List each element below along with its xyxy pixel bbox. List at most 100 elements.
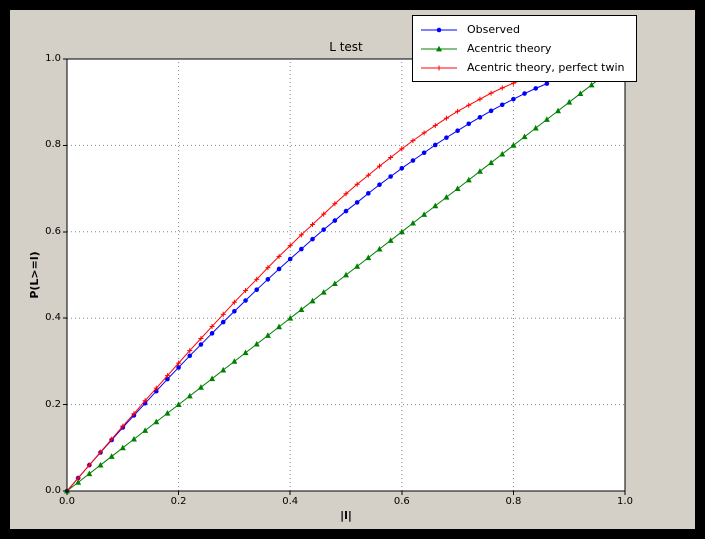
marker-triangle <box>488 159 495 166</box>
marker-triangle <box>130 435 137 442</box>
marker-circle <box>388 174 393 179</box>
marker-circle <box>165 376 170 382</box>
legend-label: Acentric theory, perfect twin <box>467 61 625 74</box>
marker-circle <box>343 208 349 214</box>
marker-triangle <box>465 176 472 183</box>
legend-item: Acentric theory <box>419 39 624 58</box>
marker-circle <box>299 246 304 252</box>
y-tick-label: 0.2 <box>45 398 61 410</box>
marker-circle <box>432 142 438 148</box>
marker-triangle <box>376 245 383 252</box>
marker-circle <box>377 182 382 188</box>
marker-circle <box>310 236 315 242</box>
figure-window: L test 0.0 0.2 0.4 0.6 0.8 1.0 0.0 0.2 0.4 0.6 0.… <box>10 10 695 529</box>
marker-triangle <box>387 237 394 243</box>
y-tick-label: 0.4 <box>45 312 61 324</box>
marker-triangle <box>577 90 584 96</box>
marker-triangle <box>164 410 171 416</box>
marker-circle <box>354 200 360 205</box>
marker-triangle <box>320 289 327 295</box>
marker-circle <box>436 27 442 32</box>
legend-sample-plus <box>421 65 457 70</box>
legend-label: Observed <box>467 23 520 36</box>
marker-triangle <box>153 418 160 425</box>
marker-triangle <box>510 142 517 148</box>
marker-circle <box>243 298 248 303</box>
marker-triangle <box>499 150 506 157</box>
y-tick-label: 0.0 <box>45 485 61 496</box>
plot-area <box>63 58 626 495</box>
legend-item: Acentric theory, perfect twin <box>419 58 624 77</box>
marker-triangle <box>521 133 528 140</box>
marker-triangle <box>354 263 361 269</box>
marker-circle <box>444 135 449 140</box>
legend-item: Observed <box>419 20 624 39</box>
marker-circle <box>499 102 505 108</box>
marker-triangle <box>566 99 573 105</box>
marker-triangle <box>421 211 428 217</box>
marker-circle <box>187 353 193 359</box>
marker-circle <box>220 319 226 325</box>
marker-triangle <box>231 358 238 364</box>
marker-circle <box>488 108 494 114</box>
marker-circle <box>209 331 215 336</box>
y-tick-label: 1.0 <box>45 53 61 64</box>
marker-circle <box>332 218 338 223</box>
marker-circle <box>410 158 416 163</box>
marker-triangle <box>555 107 562 114</box>
marker-triangle <box>476 168 483 174</box>
marker-triangle <box>398 228 405 235</box>
marker-triangle <box>97 461 104 468</box>
marker-circle <box>399 165 405 171</box>
marker-triangle <box>209 375 216 382</box>
marker-triangle <box>276 323 283 330</box>
marker-triangle <box>532 124 539 131</box>
marker-triangle <box>142 427 149 433</box>
marker-circle <box>466 121 472 127</box>
marker-circle <box>254 287 260 292</box>
x-tick-label: 0.0 <box>59 496 75 507</box>
marker-circle <box>321 227 326 232</box>
marker-circle <box>276 266 282 272</box>
marker-triangle <box>86 470 93 477</box>
axes-border <box>66 58 626 492</box>
marker-triangle <box>443 194 450 200</box>
marker-circle <box>265 277 271 282</box>
legend-sample-triangle <box>421 45 457 51</box>
marker-triangle <box>287 315 294 321</box>
marker-circle <box>176 365 181 370</box>
marker-triangle <box>331 280 338 287</box>
marker-circle <box>366 191 371 196</box>
marker-triangle <box>186 392 193 399</box>
legend: Observed Acentric theory Acentric theory, … <box>412 15 638 82</box>
marker-triangle <box>108 453 115 459</box>
legend-label: Acentric theory <box>467 42 552 55</box>
x-tick-label: 1.0 <box>617 496 633 507</box>
y-axis-label: P(L>=l) <box>28 251 41 299</box>
marker-triangle <box>75 479 82 485</box>
marker-triangle <box>309 297 316 304</box>
marker-triangle <box>298 306 305 312</box>
marker-circle <box>287 256 293 262</box>
marker-triangle <box>253 340 260 347</box>
marker-triangle <box>220 366 227 373</box>
marker-circle <box>477 115 483 120</box>
marker-triangle <box>454 185 461 191</box>
marker-triangle <box>175 401 182 407</box>
marker-circle <box>455 128 460 134</box>
marker-circle <box>522 91 527 96</box>
x-tick-label: 0.4 <box>282 496 299 507</box>
marker-circle <box>198 342 204 347</box>
marker-triangle <box>588 81 595 88</box>
marker-circle <box>544 81 550 86</box>
x-tick-label: 0.2 <box>170 496 187 507</box>
marker-triangle <box>343 271 349 278</box>
y-tick-label: 0.6 <box>45 225 61 237</box>
marker-triangle <box>365 254 372 261</box>
marker-triangle <box>436 45 442 51</box>
x-tick-label: 0.6 <box>393 496 410 507</box>
marker-triangle <box>197 384 204 390</box>
marker-circle <box>421 150 427 156</box>
marker-triangle <box>119 444 126 451</box>
